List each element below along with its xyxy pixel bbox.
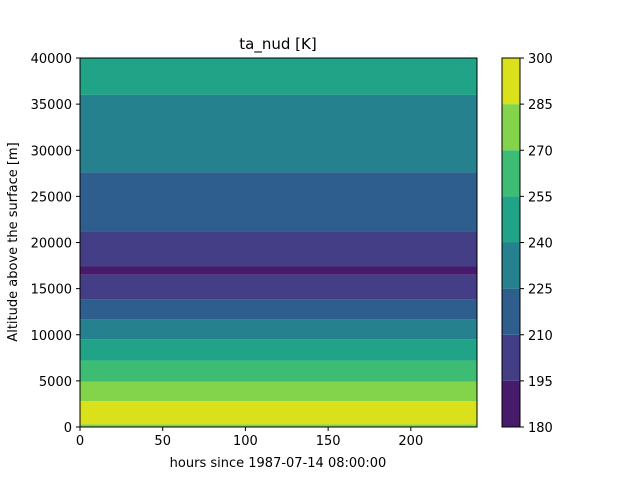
contour-band-12 — [80, 58, 477, 95]
colorbar-tick-label: 195 — [528, 375, 553, 390]
contour-band-4 — [80, 339, 477, 361]
x-axis-label: hours since 1987-07-14 08:00:00 — [170, 456, 387, 471]
y-tick-label: 0 — [64, 421, 72, 436]
y-tick-label: 35000 — [31, 98, 72, 113]
y-tick-label: 10000 — [31, 329, 72, 344]
contour-band-8 — [80, 266, 477, 275]
contour-band-10 — [80, 172, 477, 232]
colorbar-swatch-4 — [502, 196, 520, 243]
contour-band-1 — [80, 401, 477, 425]
colorbar-swatch-2 — [502, 288, 520, 335]
contour-band-6 — [80, 299, 477, 320]
colorbar-swatch-6 — [502, 104, 520, 151]
colorbar-tick-label: 225 — [528, 283, 553, 298]
colorbar-tick-label: 285 — [528, 98, 553, 113]
y-tick-label: 40000 — [31, 52, 72, 67]
contour-band-7 — [80, 274, 477, 300]
y-tick-label: 5000 — [39, 375, 72, 390]
y-tick-label: 25000 — [31, 190, 72, 205]
colorbar-swatch-5 — [502, 150, 520, 197]
y-axis: 0 5000 10000 15000 20000 25000 30000 35000 40000 — [31, 52, 80, 436]
x-tick-label: 0 — [76, 434, 84, 449]
contour-band-2 — [80, 381, 477, 402]
x-tick-label: 150 — [316, 434, 341, 449]
colorbar-tick-label: 255 — [528, 190, 553, 205]
y-tick-label: 15000 — [31, 283, 72, 298]
colorbar-tick-label: 210 — [528, 329, 553, 344]
contour-band-9 — [80, 231, 477, 267]
contour-bands — [80, 58, 477, 427]
contour-band-11 — [80, 94, 477, 173]
contour-band-0 — [80, 424, 477, 427]
colorbar-tick-label: 180 — [528, 421, 553, 436]
colorbar-swatch-0 — [502, 380, 520, 427]
colorbar-swatch-3 — [502, 242, 520, 289]
colorbar-tick-label: 240 — [528, 237, 553, 252]
colorbar-swatch-1 — [502, 334, 520, 381]
contour-band-5 — [80, 319, 477, 340]
colorbar-ticks: 180 195 210 225 240 255 270 285 300 — [520, 52, 553, 436]
colorbar-swatch-7 — [502, 58, 520, 105]
y-tick-label: 30000 — [31, 144, 72, 159]
colorbar-tick-label: 300 — [528, 52, 553, 67]
x-tick-label: 50 — [154, 434, 171, 449]
colorbar-tick-label: 270 — [528, 144, 553, 159]
colorbar — [502, 58, 520, 427]
x-tick-label: 100 — [233, 434, 258, 449]
chart-title: ta_nud [K] — [239, 35, 316, 54]
y-axis-label: Altitude above the surface [m] — [6, 142, 21, 341]
x-axis: 0 50 100 150 200 — [76, 427, 423, 449]
y-tick-label: 20000 — [31, 237, 72, 252]
x-tick-label: 200 — [398, 434, 423, 449]
contour-band-3 — [80, 360, 477, 382]
